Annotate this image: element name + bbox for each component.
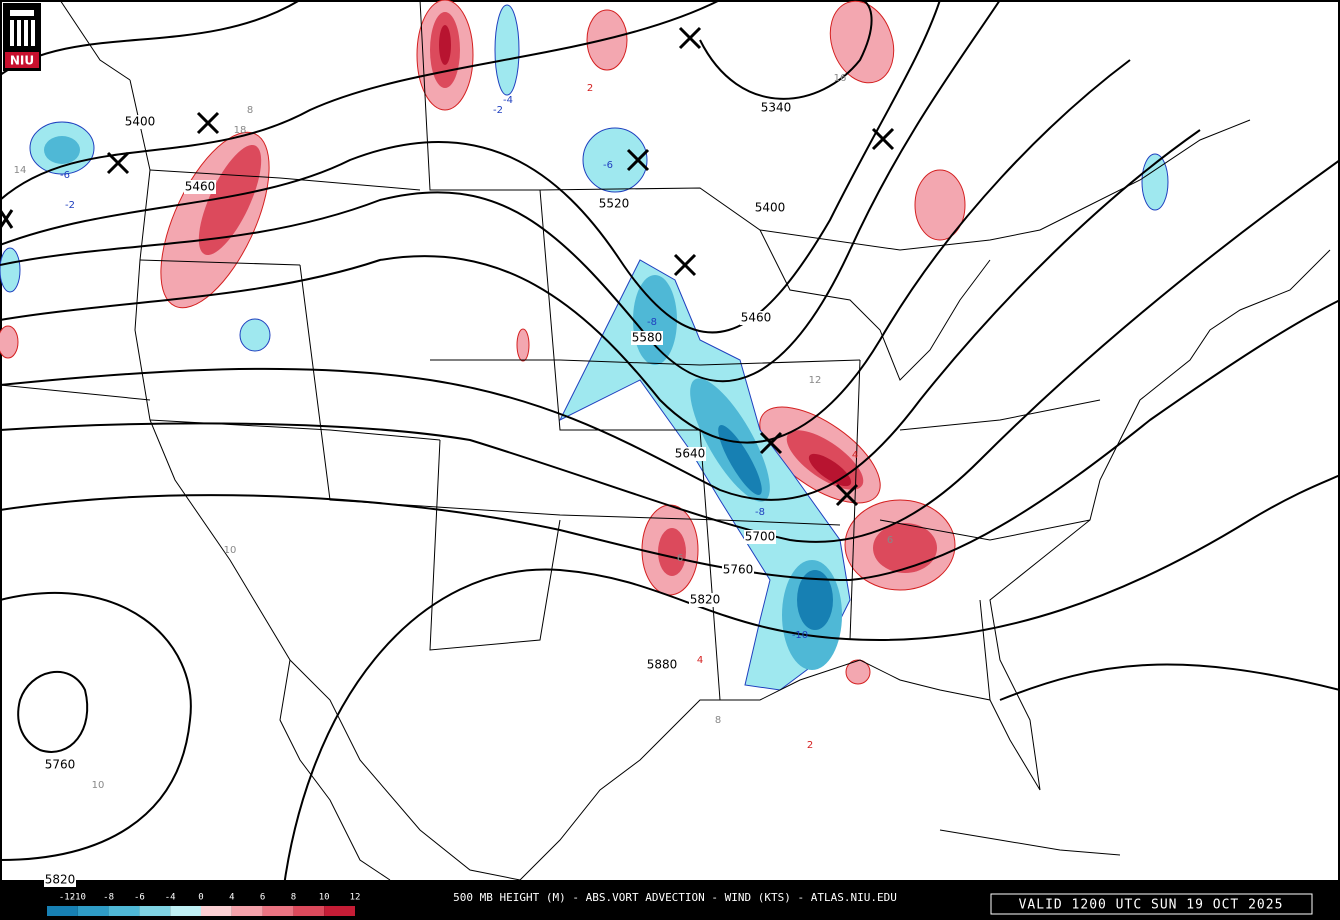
height-label: 5700 [745, 530, 776, 544]
height-label-bg [44, 873, 76, 887]
legend-tick-label: -6 [134, 893, 145, 903]
legend-swatch [170, 906, 201, 916]
height-label-bg [631, 331, 663, 345]
height-label-bg [646, 658, 678, 672]
height-label-bg [184, 180, 216, 194]
valid-time: VALID 1200 UTC SUN 19 OCT 2025 [1019, 898, 1284, 913]
vorticity-label: -2 [493, 105, 503, 116]
legend-swatch [139, 906, 171, 916]
height-label-bg [674, 447, 706, 461]
height-label-bg [754, 201, 786, 215]
vorticity-label: -8 [755, 507, 765, 518]
vorticity-label: 14 [14, 165, 27, 176]
vorticity-label: -10 [792, 630, 808, 641]
vorticity-label: 8 [247, 105, 253, 116]
legend-swatch [293, 906, 325, 916]
vorticity-label: -8 [647, 317, 657, 328]
height-label-bg [124, 115, 156, 129]
legend-tick-label: -12 [59, 893, 75, 903]
legend-swatch [324, 906, 355, 916]
vorticity-label: -6 [603, 160, 613, 171]
legend-tick-label: -10 [70, 893, 86, 903]
vorticity-label: 4 [697, 655, 703, 666]
vorticity-label: 16 [834, 73, 847, 84]
legend-swatch [231, 906, 263, 916]
vorticity-label: 18 [234, 125, 247, 136]
logo-text: NIU [10, 54, 34, 68]
height-label: 5760 [723, 563, 754, 577]
height-label: 5460 [185, 180, 216, 194]
legend-tick-label: -8 [103, 893, 114, 903]
vorticity-label: 10 [92, 780, 105, 791]
vorticity-label: 8 [715, 715, 721, 726]
legend-tick-label: -4 [165, 893, 176, 903]
legend-swatch [108, 906, 140, 916]
footer-title: 500 MB HEIGHT (M) - ABS.VORT ADVECTION -… [453, 891, 897, 904]
vort-max-markers [0, 26, 895, 507]
legend-tick-label: 0 [198, 893, 203, 903]
legend-swatch [262, 906, 294, 916]
height-label: 5820 [690, 593, 721, 607]
vorticity-label: 4 [852, 450, 858, 461]
vorticity-label: -2 [65, 200, 75, 211]
height-label-bg [689, 593, 721, 607]
height-label: 5820 [45, 873, 76, 887]
vorticity-label: 6 [677, 553, 683, 564]
height-label: 5760 [45, 758, 76, 772]
height-label-bg [44, 758, 76, 772]
vorticity-label: -6 [60, 170, 70, 181]
legend-tick-label: 12 [350, 893, 361, 903]
height-label: 5400 [755, 201, 786, 215]
vorticity-label: 10 [224, 545, 237, 556]
height-label: 5880 [647, 658, 678, 672]
height-label: 5520 [599, 197, 630, 211]
legend-tick-label: 6 [260, 893, 265, 903]
legend-swatch [77, 906, 109, 916]
contour-labels: 5400 5460 5520 5340 5400 5460 5580 5640 5700 5760… [14, 73, 893, 887]
height-label: 5580 [632, 331, 663, 345]
height-label-bg [740, 311, 772, 325]
legend-swatch [47, 906, 78, 916]
vorticity-label: 12 [809, 375, 822, 386]
valid-box [990, 893, 1313, 915]
height-label: 5640 [675, 447, 706, 461]
height-label-bg [744, 530, 776, 544]
height-label: 5400 [125, 115, 156, 129]
legend-tick-label: 8 [291, 893, 296, 903]
height-label: 5340 [761, 101, 792, 115]
niu-logo: NIU [3, 3, 41, 71]
height-label-bg [598, 197, 630, 211]
vorticity-label: -4 [503, 95, 513, 106]
legend: -12-10 -8 -6 -4 0 4 6 8 10 12 [47, 893, 361, 916]
height-label: 5460 [741, 311, 772, 325]
vorticity-label: 6 [887, 535, 893, 546]
legend-tick-label: 4 [229, 893, 234, 903]
legend-swatch [201, 906, 232, 916]
map-frame [0, 0, 1340, 882]
height-label-bg [722, 563, 754, 577]
height-label-bg [760, 101, 792, 115]
vorticity-label: 2 [587, 83, 593, 94]
legend-tick-label: 10 [319, 893, 330, 903]
vorticity-label: 2 [807, 740, 813, 751]
